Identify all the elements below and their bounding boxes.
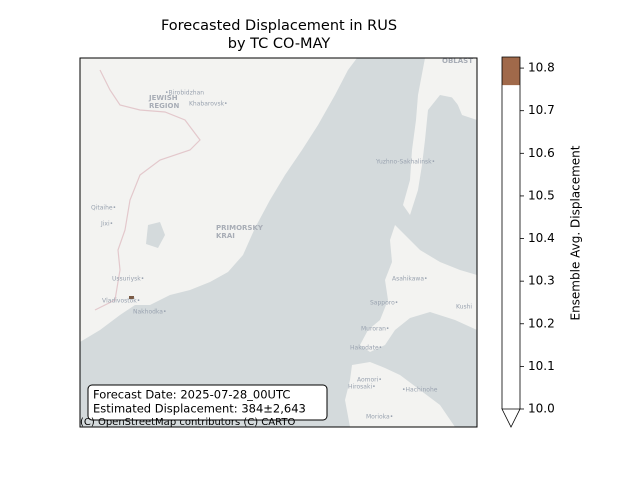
colorbar-tick-label: 10.5 (528, 188, 555, 202)
colorbar-label: Ensemble Avg. Displacement (569, 145, 583, 320)
place-label: Asahikawa• (392, 276, 428, 283)
colorbar-band (502, 57, 520, 86)
annotation-line: Forecast Date: 2025-07-28_00UTC (93, 388, 290, 402)
kamchatka-edge (440, 58, 477, 115)
annotation-box (87, 384, 328, 421)
colorbar-band (502, 85, 520, 409)
colorbar-tick-label: 10.7 (528, 103, 555, 117)
place-label: PRIMORSKY (216, 224, 264, 232)
place-label: Khabarovsk• (189, 101, 228, 108)
attribution: (C) OpenStreetMap contributors (C) CARTO (80, 417, 295, 428)
mainland (80, 58, 357, 342)
place-label: Muroran• (361, 326, 389, 333)
annotation-line: Estimated Displacement: 384±2,643 (93, 402, 306, 416)
place-label: Nakhodka• (133, 309, 167, 316)
title-line: Forecasted Displacement in RUS (161, 18, 397, 34)
marker (129, 296, 134, 299)
colorbar-tick-label: 10.0 (528, 402, 555, 416)
colorbar-outline (501, 56, 521, 409)
honshu (345, 362, 455, 427)
place-label: KRAI (216, 232, 235, 240)
place-label: Hakodate• (350, 345, 382, 352)
place-label: Qitaihe• (91, 205, 116, 212)
place-label: •Birobidzhan (165, 90, 204, 97)
place-label: Vladivostok• (102, 298, 140, 305)
colorbar-tick-label: 10.8 (528, 61, 555, 75)
place-label: Kushi (456, 304, 472, 311)
place-label: Jixi• (100, 221, 113, 228)
title-line: by TC CO-MAY (228, 36, 331, 52)
place-label: Ussuriysk• (112, 276, 144, 283)
place-label: REGION (149, 102, 179, 110)
colorbar-extend (501, 408, 521, 428)
hokkaido (360, 225, 477, 352)
place-label: •Hachinohe (402, 387, 438, 394)
lake-khanka (146, 222, 165, 248)
colorbar-tick-label: 10.1 (528, 359, 555, 373)
colorbar-tick-label: 10.6 (528, 146, 555, 160)
place-label: JEWISH (148, 94, 178, 102)
place-label: OBLAST (442, 57, 473, 65)
place-label: Yuzhno-Sakhalinsk• (375, 159, 435, 166)
colorbar-tick-label: 10.2 (528, 316, 555, 330)
place-label: Aomori• (357, 377, 382, 384)
place-label: Morioka• (366, 414, 393, 421)
colorbar-tick-label: 10.4 (528, 231, 555, 245)
border (94, 69, 201, 311)
place-label: Sapporo• (370, 300, 398, 307)
colorbar: 10.0 10.1 10.2 10.3 10.4 10.5 10.6 10.7 10.8 Ense… (501, 56, 583, 428)
frame (79, 57, 478, 428)
place-label: Hirosaki• (348, 384, 376, 391)
colorbar-tick-label: 10.3 (528, 274, 555, 288)
